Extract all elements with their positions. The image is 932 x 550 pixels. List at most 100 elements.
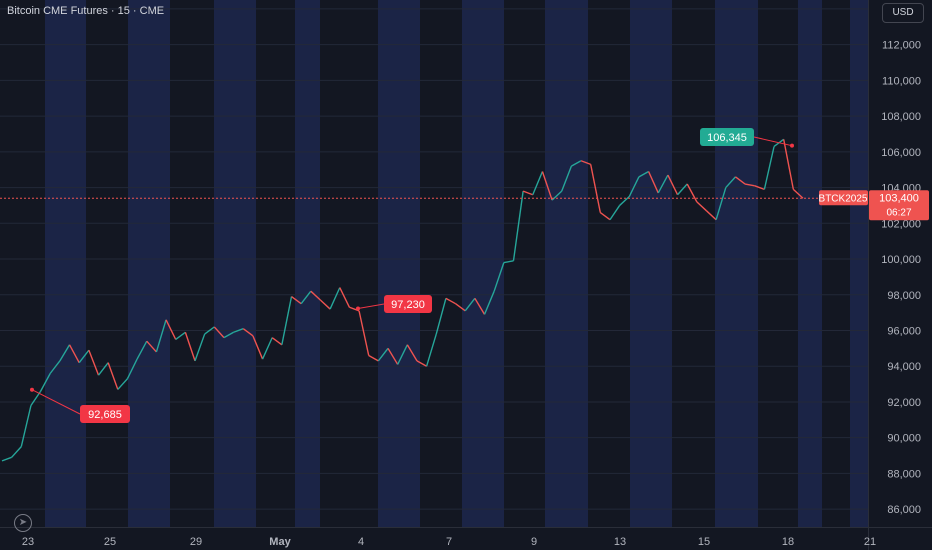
price-segment [474,297,486,315]
x-tick-label: 4 [358,536,364,548]
price-segment [455,303,466,312]
price-segment [310,290,321,301]
price-segment [204,326,215,335]
y-tick-label: 98,000 [887,290,921,302]
annotation-label: 106,345 [707,132,747,144]
price-segment [464,297,476,312]
price-segment [503,260,514,264]
y-tick-label: 92,000 [887,397,921,409]
price-segment [126,358,138,380]
y-tick-labels: 86,000 88,000 90,000 92,000 94,000 96,000 98,0… [881,4,921,516]
price-segment [223,331,234,339]
y-tick-label: 94,000 [887,361,921,373]
price-segment [590,164,602,213]
x-tick-label: 13 [614,536,626,548]
session-bands [45,0,868,527]
session-band [715,0,758,527]
y-tick-label: 108,000 [881,111,921,123]
session-band [545,0,588,527]
y-tick-label: 110,000 [882,75,921,87]
annotation-leader [357,303,385,310]
price-segment [677,183,688,196]
price-segment [291,295,302,305]
price-segment [667,174,679,196]
symbol-tag-label: BTCK2025 [819,193,868,204]
y-tick-label: 100,000 [881,254,921,266]
price-segment [358,310,370,356]
price-segment [281,296,293,345]
x-tick-label: 15 [698,536,710,548]
price-segment [792,188,804,199]
price-segment [146,340,157,353]
price-segment [339,287,351,308]
price-segment [20,405,32,447]
x-tick-label: 23 [22,536,34,548]
price-segment [416,360,427,367]
annotation-point [790,143,794,148]
session-band [378,0,420,527]
price-segment [155,319,167,353]
price-segment [175,331,186,340]
price-segment [609,205,621,221]
annotation-label: 97,230 [391,299,425,311]
price-segment [261,337,273,360]
price-segment [68,344,80,363]
price-segment [425,333,437,367]
price-segment [377,347,389,362]
grid-lines [0,8,868,510]
chart-title: Bitcoin CME Futures · 15 · CME [7,5,165,17]
session-band [214,0,256,527]
price-segment [300,290,312,305]
x-tick-labels: 23 25 29 May 4 7 9 13 15 18 21 [22,536,876,548]
session-band [295,0,320,527]
annotation-leader [753,136,793,147]
price-segment [59,344,71,362]
price-tag-value: 103,400 [879,192,919,204]
price-segment [319,299,331,310]
y-tick-label: 102,000 [881,218,921,230]
currency-button[interactable]: USD [882,3,924,23]
price-segment [744,183,755,187]
annotation-label-bg [80,405,130,423]
price-segment [628,176,640,197]
price-segment [368,354,379,362]
price-segment [532,171,544,195]
x-tick-label: 9 [531,536,537,548]
price-segment [39,373,51,392]
price-segment [78,349,90,364]
price-segment [686,183,698,203]
pointer-icon[interactable]: ➤ [14,514,32,532]
price-series [1,138,804,462]
session-band [850,0,868,527]
price-segment [397,344,408,365]
price-segment [783,139,795,190]
price-segment [638,170,649,178]
price-segment [406,344,418,362]
price-segment [213,326,225,339]
price-segment [233,328,244,333]
y-tick-label: 96,000 [887,325,921,337]
session-band [630,0,672,527]
session-band [798,0,822,527]
price-segment [97,362,109,376]
annotation-point [356,306,360,311]
x-tick-label: 18 [782,536,794,548]
x-tick-label: 7 [446,536,452,548]
price-segment [49,360,61,374]
price-segment [706,210,717,221]
price-segment [512,191,524,261]
price-segment [715,187,727,220]
price-segment [696,201,707,212]
y-tick-label: 88,000 [887,468,921,480]
price-segment [194,333,206,362]
price-segment [165,319,177,340]
session-band [462,0,504,527]
symbol-tag-bg [819,190,868,206]
y-tick-label: 90,000 [887,433,921,445]
price-segment [571,160,582,167]
price-segment [252,335,264,360]
price-tag-countdown: 06:27 [886,207,911,218]
y-tick-label: 106,000 [881,147,921,159]
